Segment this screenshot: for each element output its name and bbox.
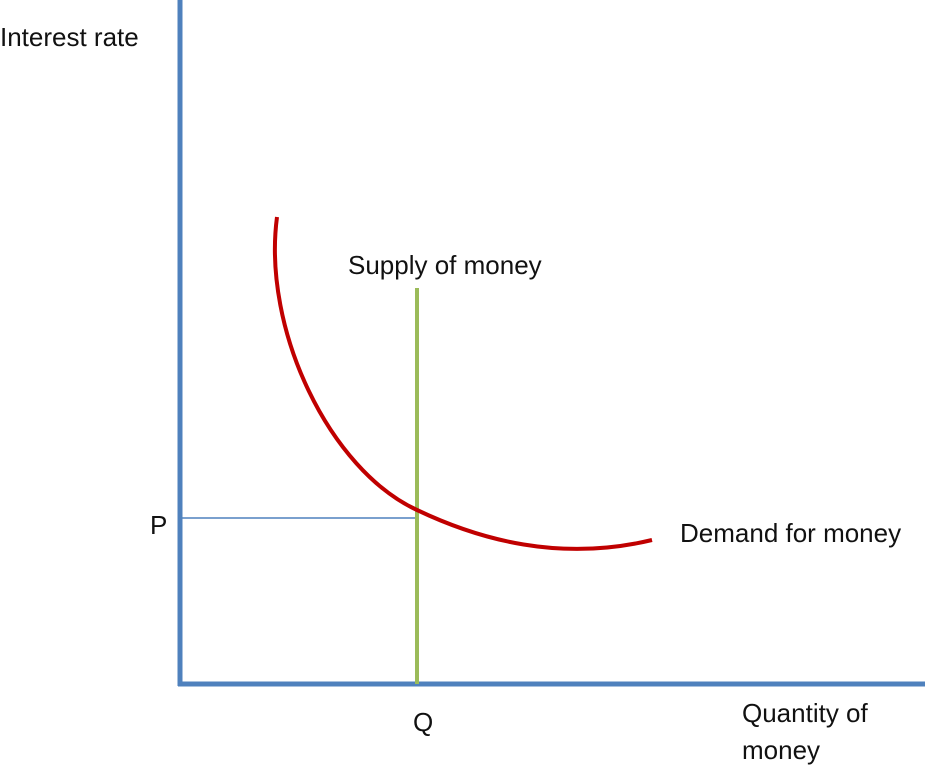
x-axis-label: Quantity of — [742, 698, 869, 728]
supply-label: Supply of money — [348, 250, 542, 280]
demand-label: Demand for money — [680, 518, 901, 548]
q-label: Q — [413, 707, 433, 737]
x-axis-label: money — [742, 735, 820, 765]
demand-curve — [272, 216, 653, 551]
p-label: P — [150, 510, 167, 540]
y-axis-label: Interest rate — [0, 22, 139, 52]
